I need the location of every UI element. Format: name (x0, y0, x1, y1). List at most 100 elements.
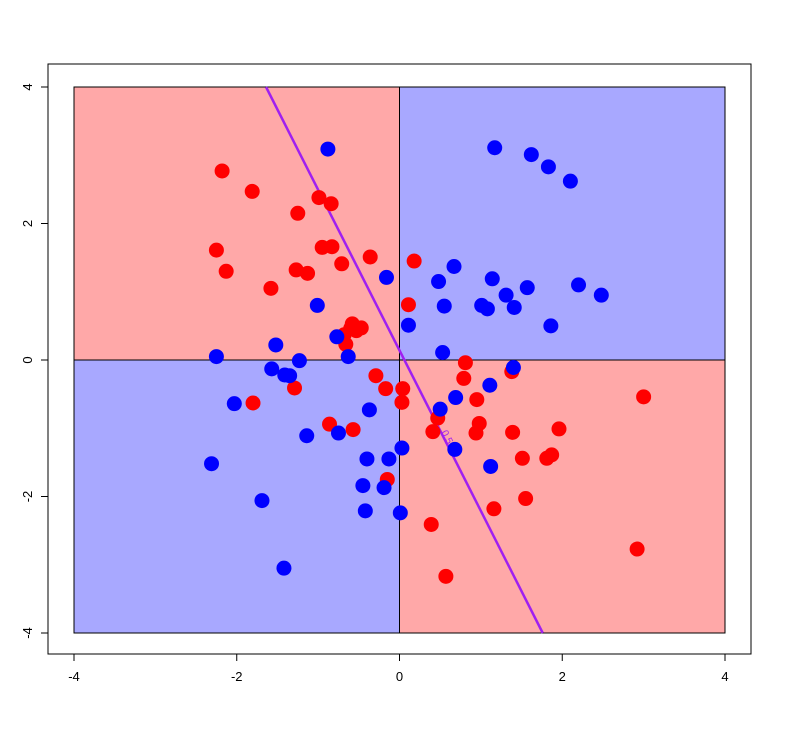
data-point-s0-8 (288, 262, 304, 278)
data-point-s1-42 (392, 505, 408, 521)
data-point-s1-4 (562, 173, 578, 189)
data-point-s0-48 (629, 541, 645, 557)
data-point-s1-1 (487, 140, 503, 156)
data-point-s0-38 (505, 424, 521, 440)
data-point-s1-24 (340, 349, 356, 365)
data-point-s0-28 (394, 394, 410, 410)
data-point-s1-10 (519, 280, 535, 296)
data-point-s0-42 (551, 421, 567, 437)
data-point-s0-5 (208, 242, 224, 258)
data-point-s0-15 (406, 253, 422, 269)
data-point-s0-14 (400, 297, 416, 313)
data-point-s1-38 (381, 451, 397, 467)
data-point-s1-32 (435, 344, 451, 360)
y-tick-label: -4 (20, 627, 35, 639)
data-point-s0-44 (486, 501, 502, 517)
data-point-s1-31 (361, 402, 377, 418)
data-point-s1-3 (540, 159, 556, 175)
data-point-s1-12 (593, 287, 609, 303)
data-point-s0-32 (457, 355, 473, 371)
data-point-s0-26 (378, 381, 394, 397)
data-point-s1-29 (299, 428, 315, 444)
decision-boundary-line (264, 86, 544, 634)
x-tick-label: -4 (68, 669, 80, 684)
data-point-s1-22 (208, 349, 224, 365)
data-point-s0-41 (544, 447, 560, 463)
points-layer (204, 140, 652, 584)
data-point-s0-2 (290, 205, 306, 221)
data-point-s0-21 (245, 395, 261, 411)
x-tick-label: -2 (231, 669, 243, 684)
data-point-s0-36 (468, 425, 484, 441)
data-point-s1-39 (394, 440, 410, 456)
data-point-s1-2 (523, 147, 539, 163)
region-rect-3 (399, 359, 726, 634)
data-point-s1-44 (447, 441, 463, 457)
data-point-s1-7 (431, 274, 447, 290)
data-point-s1-40 (355, 478, 371, 494)
data-point-s0-45 (423, 516, 439, 532)
data-point-s1-20 (329, 329, 345, 345)
data-point-s0-3 (311, 190, 327, 206)
data-point-s1-41 (376, 480, 392, 496)
data-point-s0-25 (368, 368, 384, 384)
data-point-s1-43 (357, 503, 373, 519)
data-point-s0-1 (244, 183, 260, 199)
y-tick-label: -2 (20, 491, 35, 503)
y-tick-label: 2 (20, 220, 35, 227)
data-point-s1-47 (254, 493, 270, 509)
data-point-s1-14 (479, 301, 495, 317)
region-rect-0 (73, 86, 400, 361)
data-point-s1-36 (482, 377, 498, 393)
y-tick-label: 4 (20, 83, 35, 90)
data-point-s0-4 (323, 196, 339, 212)
data-point-s1-27 (282, 368, 298, 384)
data-point-s1-37 (359, 451, 375, 467)
data-point-s0-39 (514, 450, 530, 466)
data-point-s1-0 (320, 141, 336, 157)
data-point-s0-0 (214, 163, 230, 179)
data-point-s0-33 (456, 370, 472, 386)
data-point-s0-24 (345, 422, 361, 438)
data-point-s0-46 (438, 568, 454, 584)
data-point-s1-34 (448, 390, 464, 406)
x-tick-label: 4 (721, 669, 728, 684)
data-point-s1-17 (436, 298, 452, 314)
data-point-s0-6 (218, 263, 234, 279)
data-point-s1-33 (432, 401, 448, 417)
data-point-s1-15 (506, 299, 522, 315)
y-axis: -4 -2 0 2 4 (20, 83, 49, 639)
data-point-s0-7 (263, 280, 279, 296)
data-point-s1-23 (291, 353, 307, 369)
data-point-s0-13 (362, 249, 378, 265)
data-point-s1-25 (264, 361, 280, 377)
region-layer (73, 86, 726, 634)
data-point-s1-21 (268, 337, 284, 353)
y-tick-label: 0 (20, 356, 35, 363)
data-point-s0-22 (287, 380, 303, 396)
x-tick-label: 2 (559, 669, 566, 684)
data-point-s1-46 (204, 456, 220, 472)
data-point-s0-12 (334, 256, 350, 272)
data-point-s1-28 (226, 396, 242, 412)
data-point-s0-29 (348, 323, 364, 339)
data-point-s1-8 (484, 271, 500, 287)
x-axis: -4 -2 0 2 4 (68, 653, 729, 684)
data-point-s1-16 (543, 318, 559, 334)
data-point-s1-48 (276, 560, 292, 576)
data-point-s0-49 (636, 389, 652, 405)
data-point-s1-30 (330, 425, 346, 441)
data-point-s1-9 (498, 287, 514, 303)
data-point-s0-9 (300, 265, 316, 281)
data-point-s1-5 (378, 269, 394, 285)
data-point-s1-19 (309, 297, 325, 313)
data-point-s0-43 (518, 491, 534, 507)
data-point-s1-18 (400, 317, 416, 333)
region-rect-1 (399, 86, 726, 361)
x-tick-label: 0 (396, 669, 403, 684)
data-point-s1-35 (505, 360, 521, 376)
data-point-s0-11 (324, 239, 340, 255)
data-point-s1-6 (446, 258, 462, 274)
data-point-s0-30 (425, 424, 441, 440)
